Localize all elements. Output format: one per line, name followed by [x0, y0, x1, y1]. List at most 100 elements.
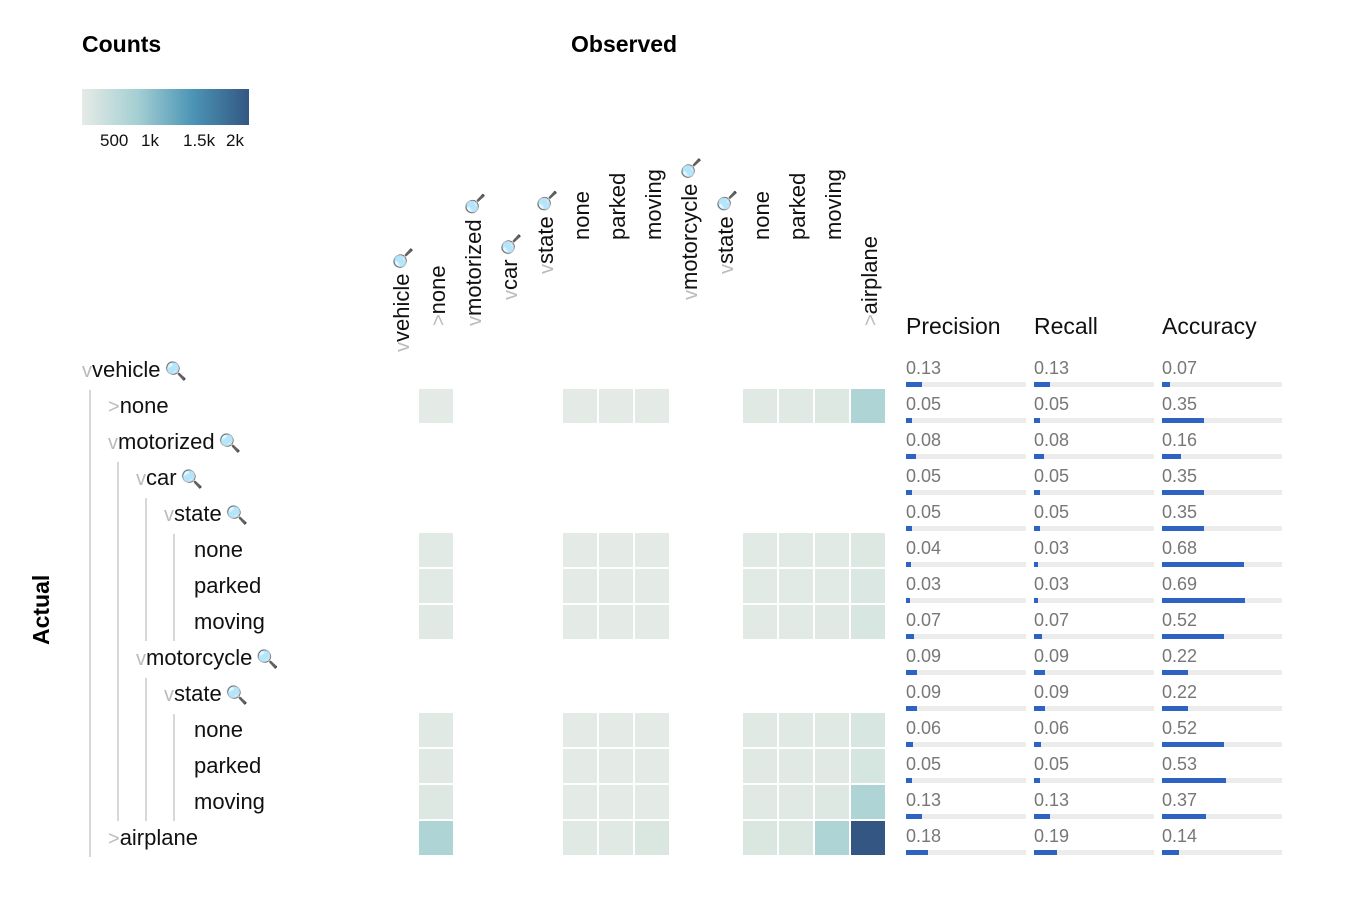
heatmap-cell[interactable] [562, 568, 598, 604]
magnifier-icon[interactable]: 🔍 [465, 192, 485, 216]
heatmap-cell[interactable] [634, 784, 670, 820]
row-header-state[interactable]: vstate 🔍 [164, 501, 248, 527]
chevron-down-icon[interactable]: v [680, 290, 702, 300]
magnifier-icon[interactable]: 🔍 [717, 189, 737, 213]
heatmap-cell[interactable] [742, 532, 778, 568]
heatmap-cell[interactable] [634, 748, 670, 784]
heatmap-cell[interactable] [850, 568, 886, 604]
heatmap-cell[interactable] [562, 532, 598, 568]
heatmap-cell[interactable] [418, 388, 454, 424]
row-header-moving[interactable]: moving [194, 789, 265, 815]
row-header-car[interactable]: vcar 🔍 [136, 465, 203, 491]
chevron-down-icon[interactable]: v [716, 264, 738, 274]
heatmap-cell[interactable] [814, 568, 850, 604]
row-header-airplane[interactable]: >airplane [108, 825, 198, 851]
heatmap-cell[interactable] [814, 820, 850, 856]
heatmap-cell[interactable] [742, 784, 778, 820]
magnifier-icon[interactable]: 🔍 [393, 247, 413, 270]
heatmap-cell[interactable] [814, 388, 850, 424]
column-header-moving[interactable]: moving [821, 169, 847, 240]
heatmap-cell[interactable] [598, 388, 634, 424]
heatmap-cell[interactable] [850, 748, 886, 784]
column-header-motorcycle[interactable]: vmotorcycle 🔍 [677, 157, 703, 300]
chevron-down-icon[interactable]: v [136, 648, 146, 670]
row-header-motorcycle[interactable]: vmotorcycle 🔍 [136, 645, 279, 671]
heatmap-cell[interactable] [850, 712, 886, 748]
magnifier-icon[interactable]: 🔍 [180, 469, 203, 489]
heatmap-cell[interactable] [742, 604, 778, 640]
chevron-down-icon[interactable]: v [536, 264, 558, 274]
heatmap-cell[interactable] [634, 568, 670, 604]
heatmap-cell[interactable] [562, 388, 598, 424]
heatmap-cell[interactable] [814, 712, 850, 748]
magnifier-icon[interactable]: 🔍 [218, 433, 242, 453]
heatmap-cell[interactable] [634, 388, 670, 424]
chevron-right-icon[interactable]: > [428, 314, 450, 326]
magnifier-icon[interactable]: 🔍 [164, 361, 187, 381]
heatmap-cell[interactable] [778, 604, 814, 640]
magnifier-icon[interactable]: 🔍 [501, 233, 521, 256]
heatmap-cell[interactable] [778, 784, 814, 820]
magnifier-icon[interactable]: 🔍 [256, 649, 279, 669]
heatmap-cell[interactable] [562, 712, 598, 748]
row-header-parked[interactable]: parked [194, 573, 261, 599]
column-header-none[interactable]: >none [425, 265, 451, 326]
magnifier-icon[interactable]: 🔍 [681, 157, 701, 180]
column-header-airplane[interactable]: >airplane [857, 236, 883, 326]
heatmap-cell[interactable] [742, 568, 778, 604]
heatmap-cell[interactable] [562, 604, 598, 640]
heatmap-cell[interactable] [598, 820, 634, 856]
column-header-moving[interactable]: moving [641, 169, 667, 240]
chevron-down-icon[interactable]: v [464, 316, 486, 326]
chevron-down-icon[interactable]: v [136, 468, 146, 490]
row-header-none[interactable]: none [194, 537, 243, 563]
column-header-car[interactable]: vcar 🔍 [497, 233, 523, 300]
magnifier-icon[interactable]: 🔍 [225, 505, 249, 525]
heatmap-cell[interactable] [418, 820, 454, 856]
row-header-none[interactable]: >none [108, 393, 169, 419]
heatmap-cell[interactable] [742, 820, 778, 856]
heatmap-cell[interactable] [778, 712, 814, 748]
heatmap-cell[interactable] [418, 784, 454, 820]
heatmap-cell[interactable] [562, 784, 598, 820]
heatmap-cell[interactable] [850, 388, 886, 424]
heatmap-cell[interactable] [418, 532, 454, 568]
heatmap-cell[interactable] [598, 532, 634, 568]
heatmap-cell[interactable] [418, 748, 454, 784]
column-header-vehicle[interactable]: vvehicle 🔍 [389, 247, 415, 352]
column-header-none[interactable]: none [569, 191, 595, 240]
column-header-parked[interactable]: parked [605, 173, 631, 240]
heatmap-cell[interactable] [598, 748, 634, 784]
heatmap-cell[interactable] [418, 712, 454, 748]
chevron-down-icon[interactable]: v [82, 360, 92, 382]
chevron-right-icon[interactable]: > [108, 396, 120, 418]
magnifier-icon[interactable]: 🔍 [225, 685, 249, 705]
heatmap-cell[interactable] [850, 784, 886, 820]
heatmap-cell[interactable] [814, 604, 850, 640]
heatmap-cell[interactable] [562, 748, 598, 784]
chevron-right-icon[interactable]: > [108, 828, 120, 850]
chevron-down-icon[interactable]: v [164, 504, 174, 526]
heatmap-cell[interactable] [598, 712, 634, 748]
heatmap-cell[interactable] [634, 712, 670, 748]
heatmap-cell[interactable] [598, 784, 634, 820]
heatmap-cell[interactable] [778, 388, 814, 424]
heatmap-cell[interactable] [598, 604, 634, 640]
row-header-parked[interactable]: parked [194, 753, 261, 779]
column-header-none[interactable]: none [749, 191, 775, 240]
heatmap-cell[interactable] [778, 820, 814, 856]
row-header-state[interactable]: vstate 🔍 [164, 681, 248, 707]
heatmap-cell[interactable] [814, 532, 850, 568]
chevron-down-icon[interactable]: v [500, 290, 522, 300]
chevron-down-icon[interactable]: v [392, 342, 414, 352]
column-header-motorized[interactable]: vmotorized 🔍 [461, 193, 487, 326]
heatmap-cell[interactable] [634, 532, 670, 568]
heatmap-cell[interactable] [778, 568, 814, 604]
heatmap-cell[interactable] [742, 748, 778, 784]
chevron-down-icon[interactable]: v [108, 432, 118, 454]
heatmap-cell[interactable] [418, 568, 454, 604]
heatmap-cell[interactable] [598, 568, 634, 604]
heatmap-cell[interactable] [814, 784, 850, 820]
magnifier-icon[interactable]: 🔍 [537, 189, 557, 213]
chevron-right-icon[interactable]: > [860, 314, 882, 326]
